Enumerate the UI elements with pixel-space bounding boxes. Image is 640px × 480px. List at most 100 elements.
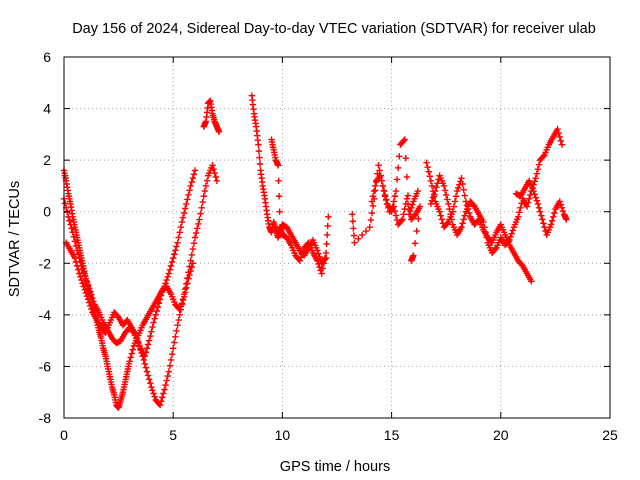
data-point: [358, 231, 366, 239]
data-point: [428, 182, 436, 190]
series-sdtvar-f: [268, 136, 332, 277]
data-point: [168, 350, 176, 358]
data-point: [255, 147, 263, 155]
data-point: [191, 167, 199, 174]
data-point: [151, 393, 158, 400]
data-point: [182, 289, 189, 296]
data-point: [366, 223, 373, 231]
data-point: [532, 174, 539, 182]
data-point: [156, 296, 164, 303]
chart-title: Day 156 of 2024, Sidereal Day-to-day VTE…: [72, 21, 596, 37]
data-point: [148, 328, 155, 335]
data-point: [392, 187, 400, 195]
data-point: [559, 207, 567, 215]
data-point: [275, 193, 283, 200]
data-point: [319, 265, 327, 272]
data-point: [172, 333, 179, 340]
data-point: [213, 177, 221, 184]
data-point: [190, 171, 198, 178]
data-point: [67, 221, 74, 228]
data-point: [192, 229, 200, 237]
data-point: [80, 269, 87, 276]
data-point: [141, 360, 149, 368]
data-point: [444, 196, 451, 203]
data-point: [127, 354, 134, 361]
data-point: [152, 311, 159, 319]
data-point: [428, 197, 436, 204]
data-point: [156, 401, 164, 409]
data-point: [188, 178, 195, 186]
x-tick-label: 5: [169, 427, 177, 443]
data-point: [163, 377, 170, 384]
data-point: [555, 129, 562, 137]
data-point: [200, 193, 207, 200]
data-point: [185, 191, 192, 199]
data-point: [182, 205, 189, 212]
data-point: [177, 303, 185, 310]
data-point: [416, 203, 424, 210]
data-point: [191, 234, 199, 241]
data-point: [66, 217, 73, 224]
data-points: [60, 92, 570, 411]
series-sdtvar-d: [200, 97, 223, 135]
data-point: [184, 280, 191, 287]
data-point: [72, 242, 80, 250]
data-point: [320, 260, 328, 267]
data-point: [404, 192, 412, 199]
data-point: [166, 266, 174, 273]
data-point: [65, 213, 72, 221]
data-point: [530, 187, 537, 195]
data-point: [212, 173, 219, 181]
data-point: [145, 337, 153, 344]
data-point: [190, 240, 198, 247]
data-point: [534, 165, 542, 173]
data-point: [427, 200, 435, 208]
data-point: [89, 294, 96, 302]
data-point: [413, 227, 420, 235]
data-point: [176, 306, 183, 313]
data-point: [414, 187, 422, 195]
data-point: [452, 193, 460, 200]
data-point: [87, 288, 94, 295]
data-point: [531, 191, 538, 198]
data-point: [164, 372, 171, 380]
data-point: [187, 267, 194, 275]
data-point: [189, 260, 197, 267]
data-point: [80, 283, 87, 290]
data-point: [70, 233, 78, 241]
data-point: [164, 273, 171, 281]
data-point: [189, 245, 197, 253]
data-point: [316, 263, 323, 271]
data-point: [323, 240, 330, 248]
data-point: [350, 225, 357, 232]
data-point: [196, 216, 203, 223]
data-point: [556, 133, 563, 141]
data-point: [525, 195, 533, 203]
y-tick-label: 2: [43, 152, 51, 168]
data-point: [505, 238, 512, 245]
data-point: [368, 209, 376, 217]
data-point: [76, 270, 83, 277]
data-point: [461, 212, 468, 219]
data-point: [129, 346, 136, 353]
data-point: [73, 247, 81, 254]
data-point: [172, 247, 179, 254]
data-point: [377, 172, 384, 179]
data-point: [423, 159, 430, 166]
data-point: [483, 234, 490, 241]
data-point: [482, 229, 489, 236]
data-point: [209, 162, 216, 169]
data-point: [403, 173, 411, 181]
data-point: [79, 280, 86, 287]
data-point: [160, 390, 167, 397]
data-point: [256, 160, 264, 168]
data-point: [78, 276, 85, 284]
data-point: [548, 217, 556, 224]
data-point: [87, 302, 94, 310]
data-point: [322, 249, 330, 257]
x-tick-label: 20: [493, 427, 509, 443]
data-point: [550, 213, 557, 221]
data-point: [557, 137, 565, 145]
data-point: [517, 204, 524, 212]
data-point: [391, 193, 399, 200]
